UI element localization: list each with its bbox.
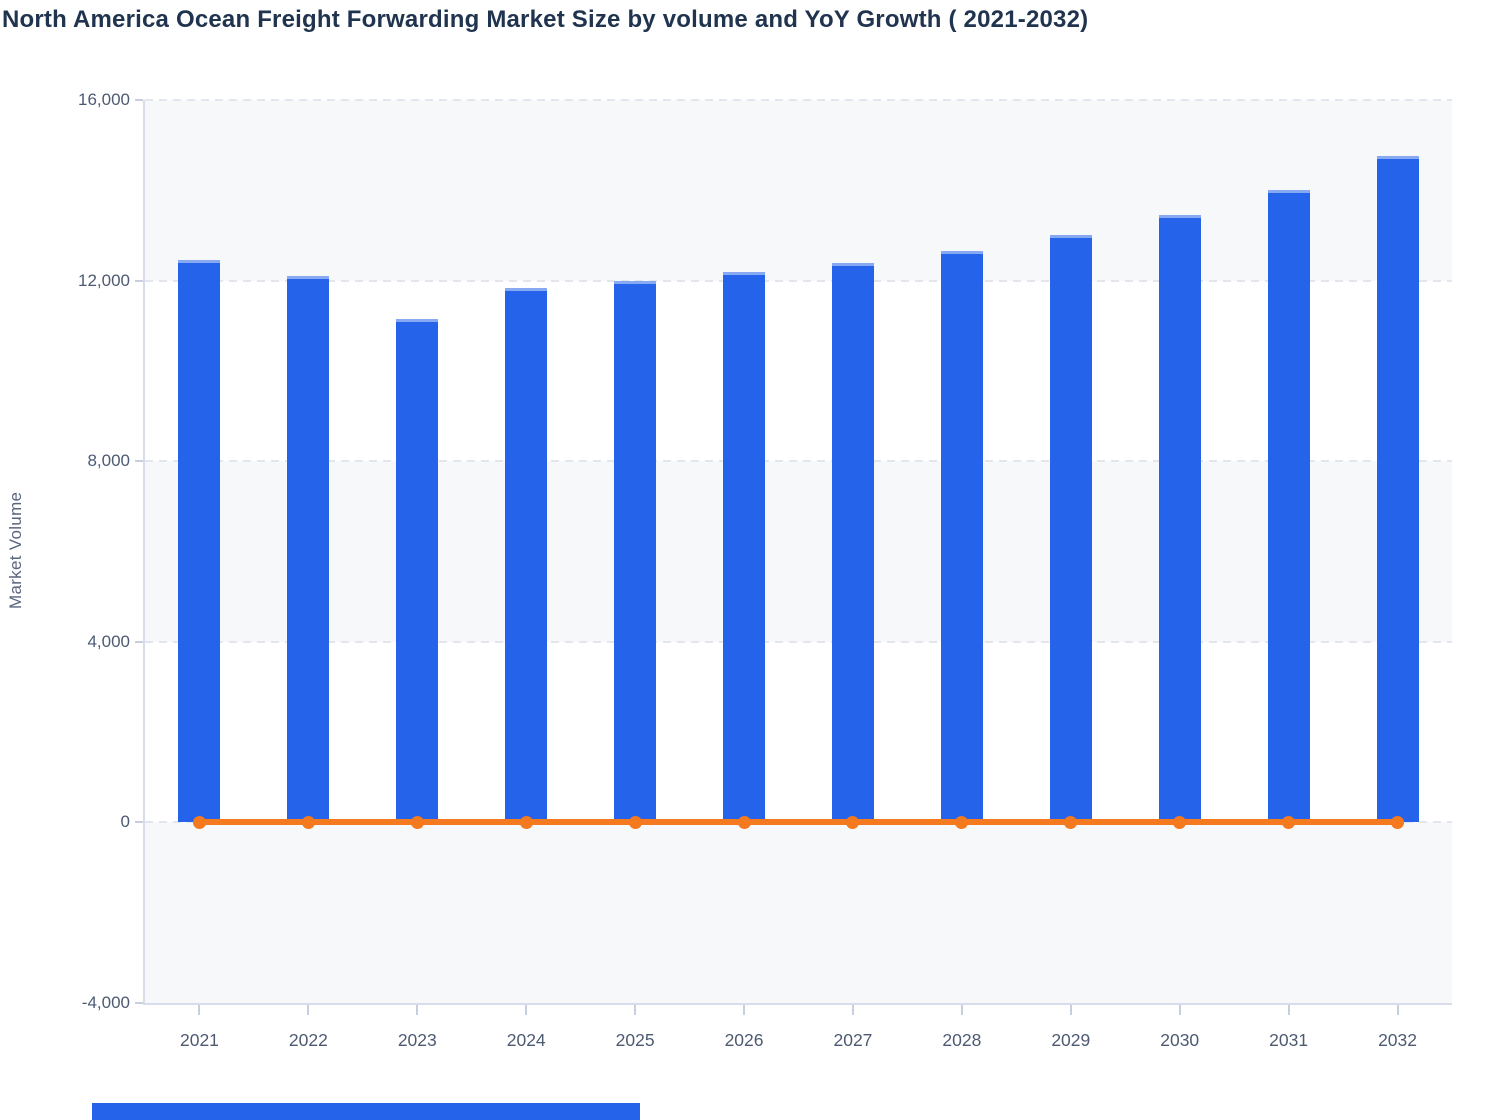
gridline-16000	[145, 99, 1452, 101]
bar-2027[interactable]	[831, 262, 874, 823]
x-axis-tick	[1396, 1005, 1399, 1015]
y-axis-tick	[135, 460, 143, 463]
bar-2026[interactable]	[723, 271, 766, 823]
x-axis-label-2031: 2031	[1269, 1030, 1309, 1050]
x-axis-label-2021: 2021	[179, 1030, 219, 1050]
bar-2030[interactable]	[1158, 215, 1201, 823]
x-axis-label-2030: 2030	[1160, 1030, 1200, 1050]
plot-band	[145, 461, 1452, 642]
y-axis-tick	[135, 821, 143, 824]
y-axis-label: 4,000	[87, 631, 130, 651]
cropped-blue-element[interactable]	[92, 1103, 640, 1120]
y-axis-label: 8,000	[87, 451, 130, 471]
chart-title: North America Ocean Freight Forwarding M…	[2, 6, 1089, 33]
bar-2023[interactable]	[396, 318, 439, 823]
yoy-growth-marker-2021[interactable]	[192, 815, 206, 829]
yoy-growth-marker-2022[interactable]	[301, 815, 315, 829]
bar-2024[interactable]	[505, 288, 548, 823]
x-axis-tick	[525, 1005, 528, 1015]
x-axis-label-2028: 2028	[942, 1030, 982, 1050]
x-axis-label-2032: 2032	[1378, 1030, 1417, 1050]
bar-2025[interactable]	[614, 280, 657, 823]
x-axis-tick	[743, 1005, 746, 1015]
bar-2028[interactable]	[940, 251, 983, 823]
x-axis-tick	[416, 1005, 419, 1015]
y-axis-label: -4,000	[81, 993, 130, 1012]
plot-band	[145, 822, 1452, 1003]
bar-2021[interactable]	[178, 260, 221, 823]
yoy-growth-marker-2027[interactable]	[846, 815, 860, 829]
plot-band	[145, 280, 1452, 462]
bar-2031[interactable]	[1267, 190, 1310, 823]
x-axis-label-2023: 2023	[397, 1030, 437, 1050]
x-axis-label-2027: 2027	[833, 1030, 873, 1050]
y-axis-tick	[135, 99, 143, 101]
plot-band	[145, 100, 1452, 281]
x-axis-label-2024: 2024	[506, 1030, 546, 1050]
x-axis-tick	[634, 1005, 637, 1015]
gridline-12000	[145, 279, 1452, 282]
yoy-growth-marker-2025[interactable]	[628, 815, 642, 829]
yoy-growth-marker-2023[interactable]	[410, 815, 424, 829]
x-axis-label-2025: 2025	[615, 1030, 655, 1050]
x-axis-tick	[960, 1005, 963, 1015]
x-axis-tick	[307, 1005, 310, 1015]
bar-2022[interactable]	[287, 276, 330, 823]
yoy-growth-marker-2026[interactable]	[737, 815, 751, 829]
y-axis-label: 16,000	[78, 90, 130, 109]
yoy-growth-marker-2028[interactable]	[955, 815, 969, 829]
x-axis-tick	[1069, 1005, 1072, 1015]
x-axis-label-2029: 2029	[1051, 1030, 1091, 1050]
gridline-4000	[145, 640, 1452, 643]
x-axis-tick	[851, 1005, 854, 1015]
yoy-growth-marker-2032[interactable]	[1391, 815, 1405, 829]
x-axis-tick	[1287, 1005, 1290, 1015]
yoy-growth-marker-2030[interactable]	[1173, 815, 1187, 829]
y-axis-tick	[135, 279, 143, 282]
plot-band	[145, 641, 1452, 823]
y-axis-tick	[135, 1002, 143, 1004]
y-axis-tick	[135, 640, 143, 643]
x-axis-label-2022: 2022	[288, 1030, 328, 1050]
yoy-growth-marker-2024[interactable]	[519, 815, 533, 829]
yoy-growth-marker-2029[interactable]	[1064, 815, 1078, 829]
gridline-8000	[145, 460, 1452, 463]
y-axis-label: 12,000	[78, 270, 130, 290]
yoy-growth-marker-2031[interactable]	[1282, 815, 1296, 829]
x-axis-tick	[198, 1005, 201, 1015]
x-axis-label-2026: 2026	[724, 1030, 764, 1050]
yoy-growth-line	[199, 819, 1398, 826]
axis-frame	[143, 100, 1452, 1005]
y-axis-label: 0	[120, 812, 130, 832]
bar-2029[interactable]	[1049, 235, 1092, 823]
x-axis-tick	[1178, 1005, 1181, 1015]
bar-2032[interactable]	[1376, 156, 1419, 823]
